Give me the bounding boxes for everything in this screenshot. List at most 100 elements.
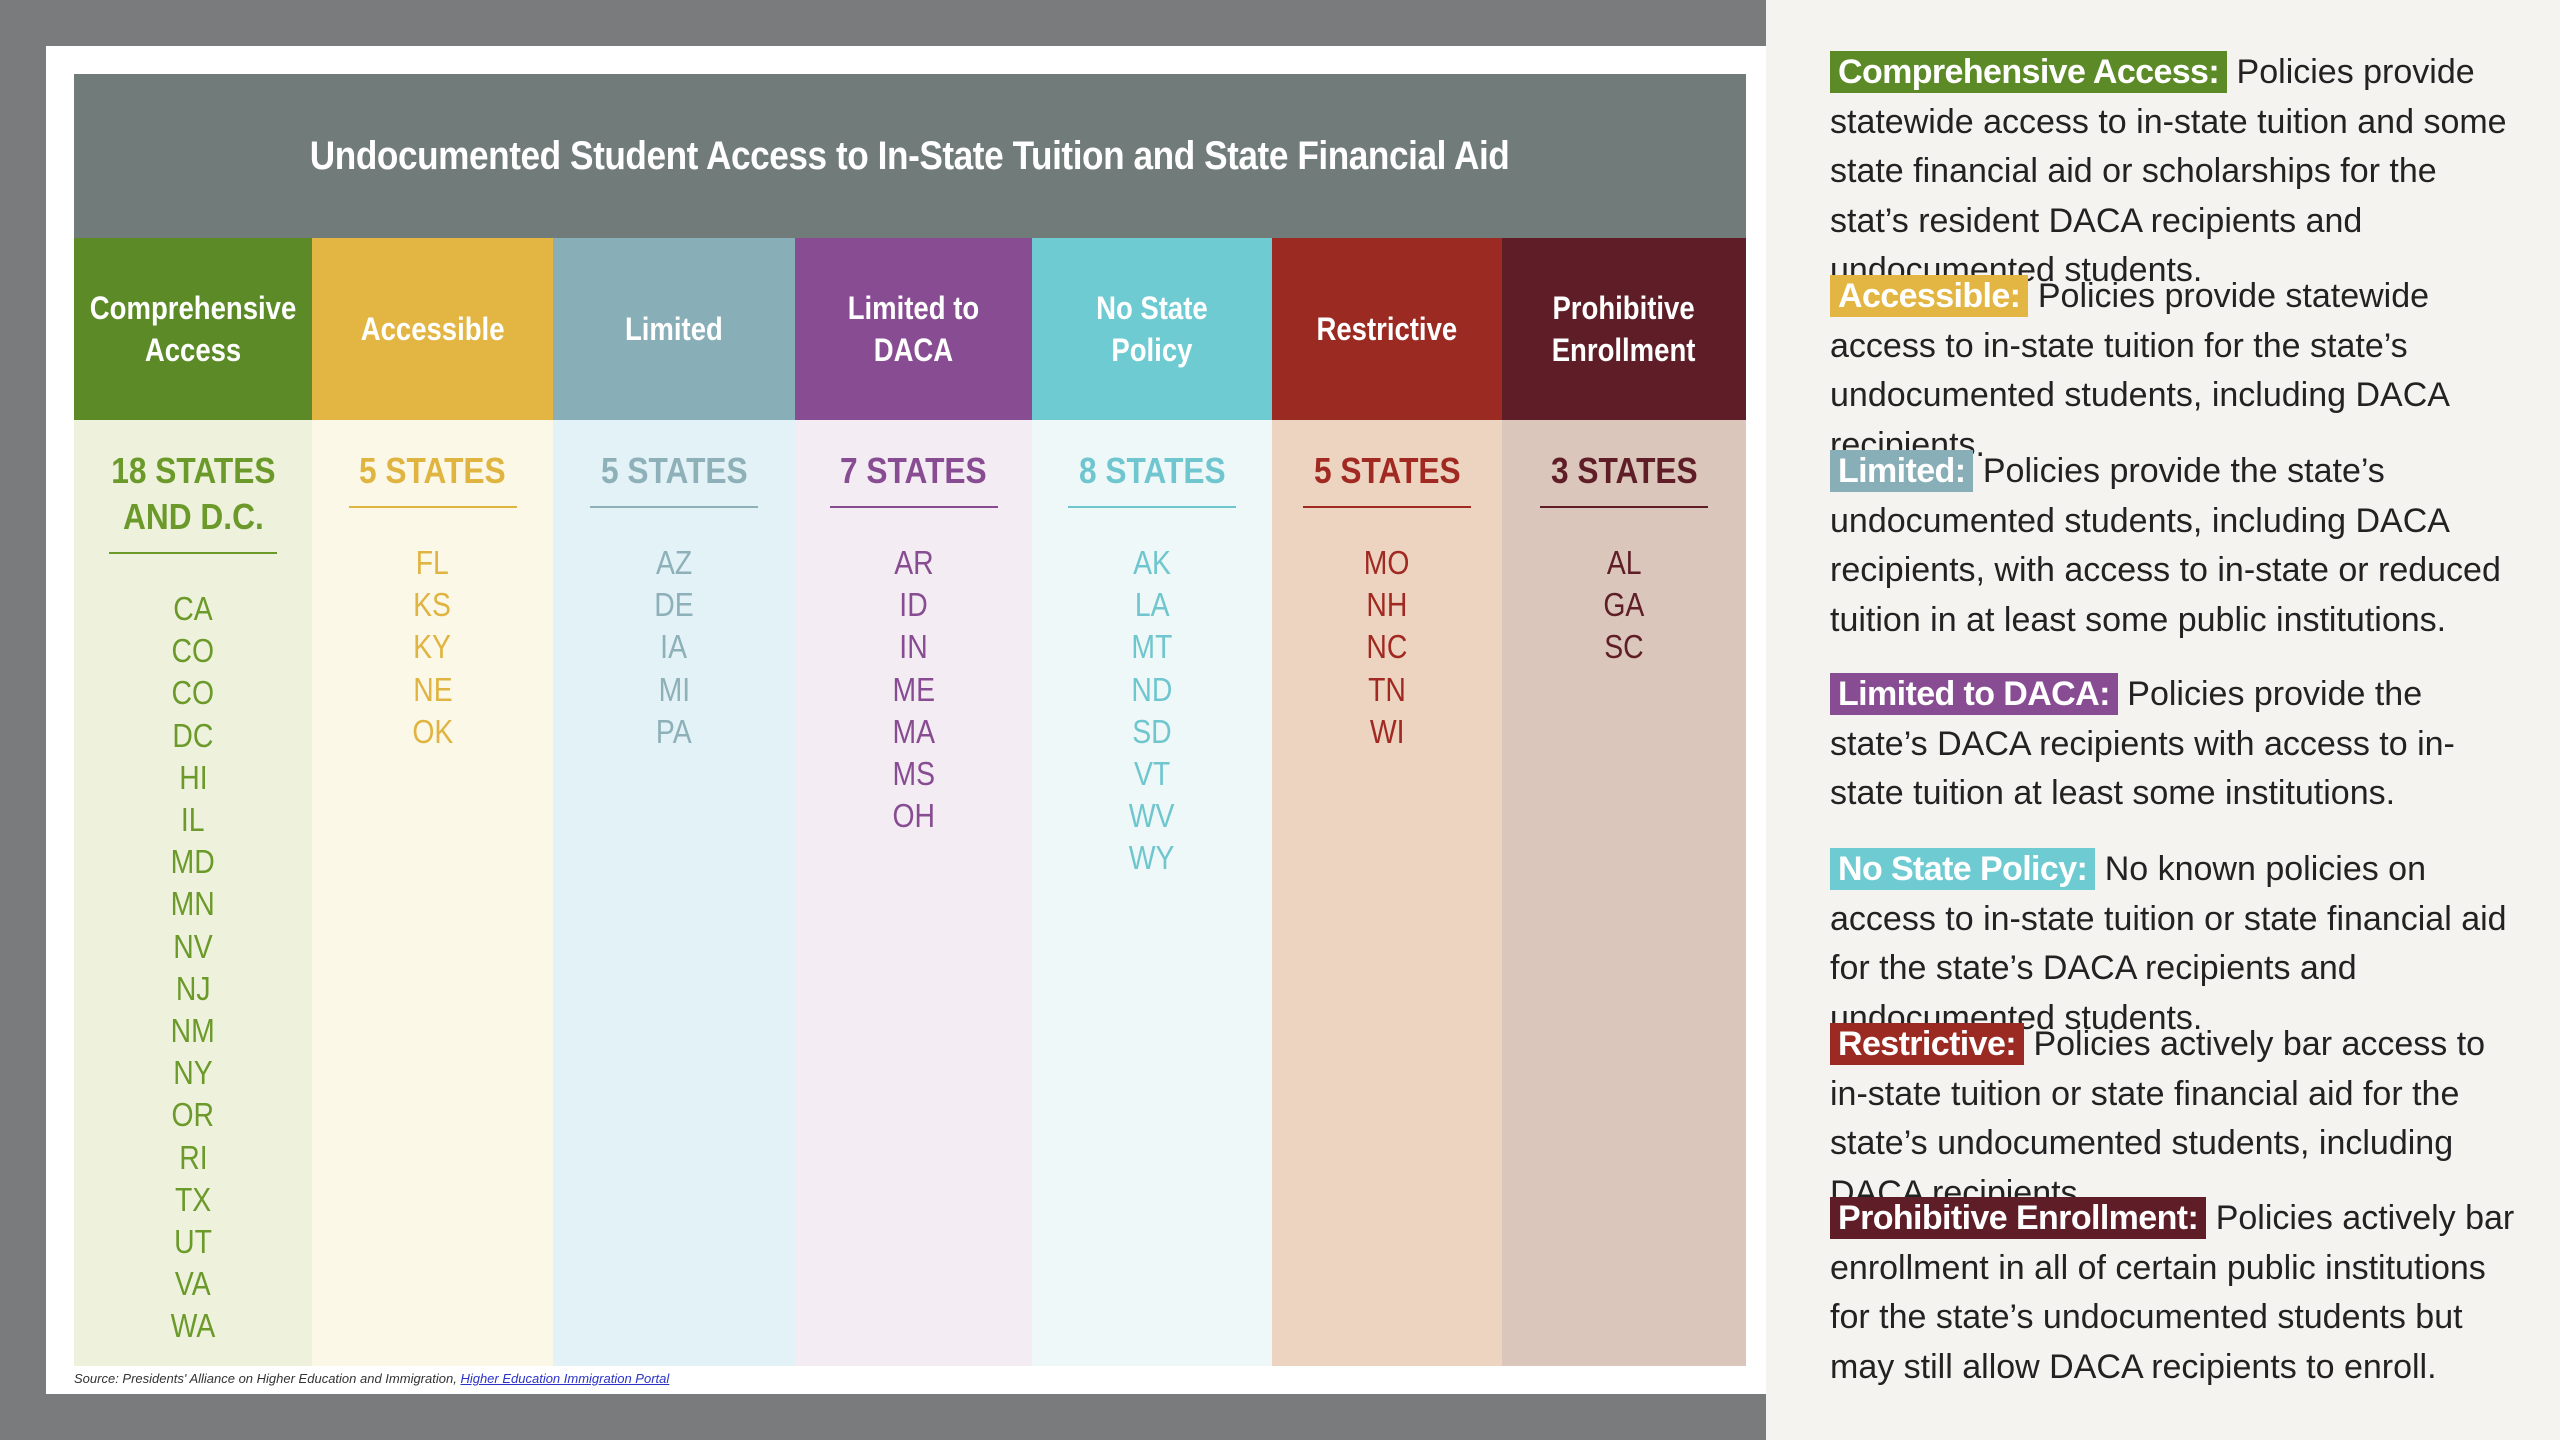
state-list-item: TX (74, 1179, 312, 1221)
state-count-text: 3 STATES (1550, 450, 1698, 491)
state-abbreviation: HI (178, 758, 208, 796)
state-list-item: IL (74, 799, 312, 841)
definition-term: Limited to DACA: (1830, 673, 2118, 715)
state-abbreviation: OH (892, 797, 935, 835)
state-abbreviation: KS (413, 586, 452, 624)
source-prefix: Source: Presidents' Alliance on Higher E… (74, 1371, 461, 1386)
column-divider (1068, 506, 1236, 508)
state-list-item: WY (1032, 837, 1272, 879)
column-header: Comprehensive Access (74, 238, 312, 420)
definition-text: Policies provide statewide access to in-… (1830, 53, 2507, 289)
column-divider (348, 506, 517, 508)
column-header-label: Accessible (360, 311, 505, 347)
state-count: 8 STATES (1032, 420, 1272, 494)
definition-text: No known policies on access to in-state … (1830, 850, 2507, 1037)
state-count: 3 STATES (1502, 420, 1746, 494)
state-count-text: 18 STATES AND D.C. (110, 450, 276, 537)
state-abbreviation: OK (411, 712, 454, 750)
state-list: CA CO CO DC HI IL MD MN NV NJ NM NY OR RI TX UT VA WA (74, 588, 312, 1348)
policy-column: Comprehensive Access 18 STATES AND D.C. CA… (74, 238, 312, 1366)
state-list-item: NJ (74, 968, 312, 1010)
state-abbreviation: NE (412, 670, 453, 708)
state-list-item: NY (74, 1052, 312, 1094)
state-abbreviation: IN (899, 628, 928, 666)
state-abbreviation: PA (656, 712, 692, 750)
state-abbreviation: ME (892, 670, 935, 708)
state-abbreviation: VA (175, 1265, 211, 1303)
column-divider (1540, 506, 1708, 508)
state-list: AK LA MT ND SD VT WV WY (1032, 542, 1272, 880)
state-list-item: VA (74, 1263, 312, 1305)
state-list-item: RI (74, 1137, 312, 1179)
state-abbreviation: KY (413, 628, 452, 666)
state-abbreviation: NY (173, 1054, 213, 1092)
state-abbreviation: MN (170, 885, 216, 923)
state-abbreviation: AL (1606, 544, 1642, 581)
state-abbreviation: WY (1129, 839, 1175, 877)
definition-item: Accessible: Policies provide statewide a… (1830, 272, 2520, 470)
state-list-item: IA (553, 626, 795, 668)
state-abbreviation: NJ (175, 969, 211, 1007)
state-abbreviation: NM (170, 1012, 216, 1050)
definition-term: Prohibitive Enrollment: (1830, 1197, 2207, 1239)
state-list-item: WA (74, 1305, 312, 1347)
state-list: AL GA SC (1502, 542, 1746, 669)
definition-item: Limited to DACA: Policies provide the st… (1830, 670, 2520, 819)
definition-item: Comprehensive Access: Policies provide s… (1830, 48, 2520, 296)
state-abbreviation: WA (170, 1307, 216, 1345)
state-count: 7 STATES (795, 420, 1032, 494)
state-list-item: CA (74, 588, 312, 630)
state-count: 18 STATES AND D.C. (74, 420, 312, 540)
state-list-item: NE (312, 669, 553, 711)
column-body: 5 STATES FL KS KY NE OK (312, 420, 553, 1366)
state-list-item: MN (74, 883, 312, 925)
state-list-item: DE (553, 584, 795, 626)
definition-text: Policies provide statewide access to in-… (1830, 277, 2449, 464)
column-header: Prohibitive Enrollment (1502, 238, 1746, 420)
state-list-item: NC (1272, 626, 1502, 668)
definition-item: Limited: Policies provide the state’s un… (1830, 447, 2520, 645)
state-count: 5 STATES (312, 420, 553, 494)
state-list-item: OH (795, 795, 1032, 837)
column-header-label: Limited to DACA (847, 290, 980, 368)
column-divider (109, 552, 277, 554)
policy-column: No State Policy 8 STATES AK LA MT ND SD VT WV WY (1032, 238, 1272, 1366)
source-link[interactable]: Higher Education Immigration Portal (460, 1371, 670, 1386)
state-list-item: AZ (553, 542, 795, 584)
definition-text: Policies actively bar enrollment in all … (1830, 1199, 2515, 1386)
state-list-item: HI (74, 757, 312, 799)
definition-item: Prohibitive Enrollment: Policies activel… (1830, 1194, 2520, 1392)
column-header-label: Comprehensive Access (89, 290, 297, 368)
state-abbreviation: SC (1604, 628, 1644, 666)
definition-term: Accessible: (1830, 275, 2029, 317)
state-list: FL KS KY NE OK (312, 542, 553, 753)
column-header-label: Restrictive (1316, 311, 1458, 347)
state-list-item: NH (1272, 584, 1502, 626)
state-list: AZ DE IA MI PA (553, 542, 795, 753)
state-count-text: 5 STATES (1313, 450, 1461, 491)
state-list-item: NV (74, 926, 312, 968)
state-count-text: 5 STATES (359, 450, 506, 491)
state-list-item: PA (553, 711, 795, 753)
state-abbreviation: CO (171, 632, 215, 670)
state-list-item: MI (553, 669, 795, 711)
state-list-item: AR (795, 542, 1032, 584)
state-list-item: WI (1272, 711, 1502, 753)
column-body: 5 STATES AZ DE IA MI PA (553, 420, 795, 1366)
definition-item: Restrictive: Policies actively bar acces… (1830, 1020, 2520, 1218)
infographic-title: Undocumented Student Access to In-State … (74, 74, 1746, 238)
state-abbreviation: WV (1129, 797, 1175, 835)
state-list: AR ID IN ME MA MS OH (795, 542, 1032, 837)
state-abbreviation: IA (660, 628, 688, 666)
state-abbreviation: TN (1368, 670, 1406, 708)
definition-item: No State Policy: No known policies on ac… (1830, 845, 2520, 1043)
state-list-item: MT (1032, 626, 1272, 668)
state-abbreviation: MO (1364, 544, 1410, 581)
state-list-item: MS (795, 753, 1032, 795)
state-list-item: KY (312, 626, 553, 668)
state-list-item: IN (795, 626, 1032, 668)
state-list-item: MO (1272, 542, 1502, 584)
state-list-item: GA (1502, 584, 1746, 626)
definition-text: Policies provide the state’s DACA recipi… (1830, 675, 2455, 812)
column-divider (1303, 506, 1471, 508)
